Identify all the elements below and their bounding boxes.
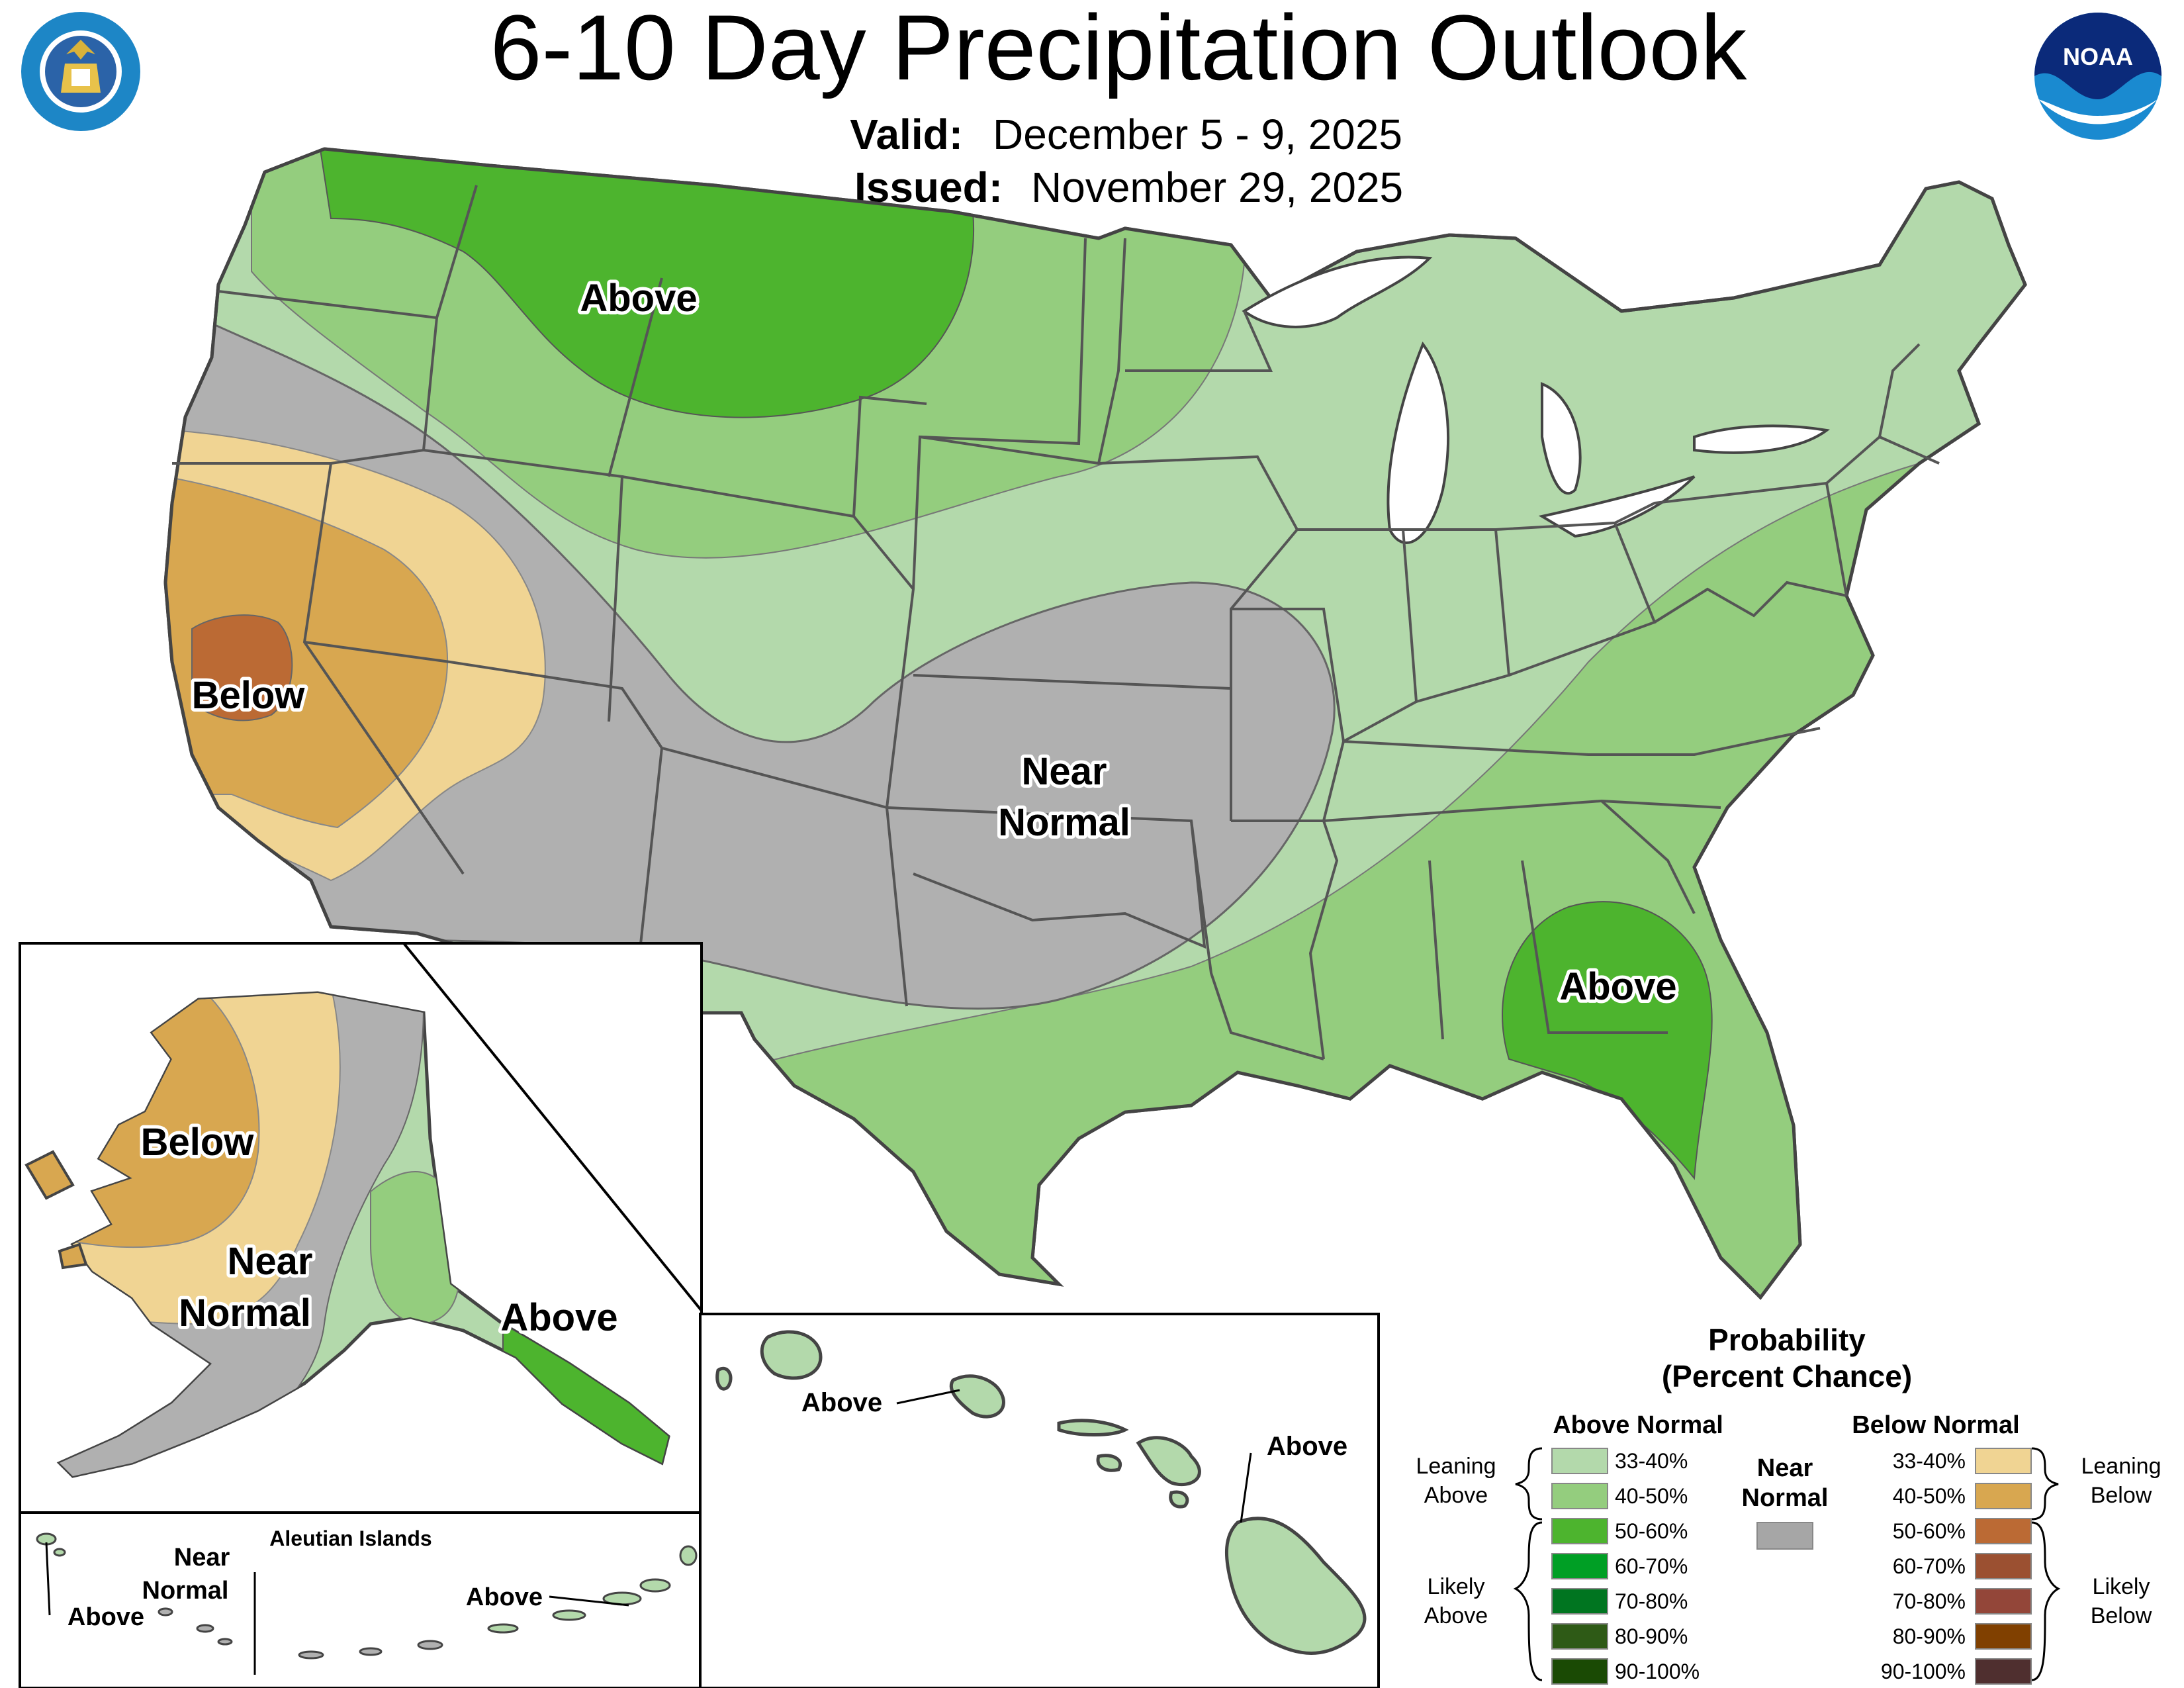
legend-below-range: 70-80%	[1893, 1589, 1966, 1613]
legend: Probability (Percent Chance) Above Norma…	[1416, 1323, 2161, 1685]
hi-label-above-big: Above	[1267, 1432, 1347, 1461]
legend-leaning-above-line2: Above	[1424, 1483, 1488, 1508]
legend-below-range: 50-60%	[1893, 1519, 1966, 1543]
aleutian-title: Aleutian Islands	[269, 1526, 432, 1550]
ak-label-above: Above	[500, 1296, 617, 1339]
state-boundaries	[172, 185, 1940, 1060]
legend-brackets	[1513, 1447, 2061, 1681]
aleutian-label-above-west: Above	[68, 1603, 144, 1631]
legend-below-range: 33-40%	[1893, 1449, 1966, 1473]
aleutian-islands	[36, 1532, 698, 1660]
legend-likely-above-line1: Likely	[1428, 1574, 1485, 1599]
legend-above-range: 40-50%	[1615, 1484, 1688, 1508]
valid-label: Valid:	[850, 111, 963, 158]
issued-date: November 29, 2025	[1031, 164, 1403, 211]
legend-likely-above-line2: Above	[1424, 1603, 1488, 1628]
legend-below-range: 80-90%	[1893, 1624, 1966, 1648]
valid-dates: December 5 - 9, 2025	[993, 111, 1402, 158]
legend-above-swatch	[1551, 1553, 1608, 1579]
legend-above-range: 33-40%	[1615, 1449, 1688, 1473]
legend-above-swatch	[1551, 1483, 1608, 1509]
legend-below-swatch	[1975, 1448, 2032, 1474]
great-lakes	[1242, 256, 1830, 544]
conus-label-below: Below	[192, 674, 306, 717]
conus-above-40-50-south	[727, 463, 2025, 1297]
legend-above-swatch	[1551, 1658, 1608, 1685]
legend-title-line2: (Percent Chance)	[1662, 1359, 1912, 1393]
legend-below-swatch	[1975, 1588, 2032, 1615]
ak-label-below: Below	[141, 1121, 255, 1164]
conus-below-40-50-region	[165, 476, 448, 829]
legend-leaning-above-line1: Leaning	[1416, 1454, 1496, 1479]
aleutian-label-near-line2: Normal	[142, 1577, 229, 1605]
legend-above-range: 90-100%	[1615, 1660, 1700, 1683]
legend-likely-below-line2: Below	[2091, 1603, 2152, 1628]
ak-label-near-line1: Near	[228, 1240, 313, 1283]
legend-above-range: 50-60%	[1615, 1519, 1688, 1543]
legend-above-range: 60-70%	[1615, 1554, 1688, 1578]
conus-label-near-line1: Near	[1022, 750, 1107, 793]
ak-label-near-line2: Normal	[179, 1291, 311, 1335]
conus-above-50-60-southeast	[1502, 901, 1713, 1180]
hawaii-islands	[715, 1330, 1367, 1655]
legend-below-swatch	[1975, 1553, 2032, 1579]
legend-below-header: Below Normal	[1852, 1411, 2019, 1439]
legend-above-swatch	[1551, 1623, 1608, 1650]
legend-below-range: 60-70%	[1893, 1554, 1966, 1578]
conus-outline	[163, 147, 2027, 1300]
commerce-seal-logo	[21, 12, 140, 131]
conus-above-50-60-north	[316, 149, 974, 418]
aleutian-inset-frame	[19, 1511, 703, 1688]
hawaii-inset: Above Above	[699, 1313, 1380, 1688]
legend-above-rows: 33-40% 40-50% 50-60% 60-70% 70-80% 80-90% 90-1…	[1551, 1448, 1700, 1685]
hi-label-above-oahu: Above	[801, 1388, 882, 1417]
legend-above-swatch	[1551, 1518, 1608, 1544]
aleutian-label-above-east: Above	[466, 1583, 543, 1611]
legend-below-range: 40-50%	[1893, 1484, 1966, 1508]
legend-near-line1: Near	[1757, 1454, 1813, 1482]
legend-likely-below-line1: Likely	[2093, 1574, 2150, 1599]
conus-below-50-60-region	[191, 614, 293, 722]
legend-above-swatch	[1551, 1588, 1608, 1615]
conus-map: Above Below Near Normal Above	[163, 147, 2027, 1300]
legend-below-rows: 33-40% 40-50% 50-60% 60-70% 70-80% 80-90% 90-1…	[1881, 1448, 2032, 1685]
aleutian-label-near-line1: Near	[174, 1544, 230, 1571]
legend-above-range: 70-80%	[1615, 1589, 1688, 1613]
legend-above-header: Above Normal	[1553, 1411, 1723, 1439]
legend-below-swatch	[1975, 1483, 2032, 1509]
legend-leaning-below-line1: Leaning	[2081, 1454, 2161, 1479]
conus-label-near-line2: Normal	[998, 801, 1130, 844]
legend-near-line2: Normal	[1742, 1484, 1829, 1512]
conus-label-above-south: Above	[1559, 965, 1676, 1008]
legend-leaning-below-line2: Below	[2091, 1483, 2152, 1508]
alaska-inset: Below Near Normal Above	[19, 942, 703, 1514]
legend-below-swatch	[1975, 1623, 2032, 1650]
legend-title-line1: Probability	[1708, 1323, 1866, 1357]
page-title: 6-10 Day Precipitation Outlook	[490, 0, 1748, 99]
legend-near-swatch	[1756, 1522, 1813, 1550]
noaa-logo: NOAA	[2034, 13, 2161, 140]
legend-above-swatch	[1551, 1448, 1608, 1474]
conus-near-normal-region	[165, 309, 1336, 1010]
legend-below-swatch	[1975, 1518, 2032, 1544]
legend-below-swatch	[1975, 1658, 2032, 1685]
legend-below-range: 90-100%	[1881, 1660, 1966, 1683]
svg-text:NOAA: NOAA	[2063, 43, 2133, 70]
legend-above-range: 80-90%	[1615, 1624, 1688, 1648]
aleutian-inset: Aleutian Islands Near Normal Above Above	[19, 1511, 703, 1688]
conus-label-above-north: Above	[580, 277, 697, 320]
